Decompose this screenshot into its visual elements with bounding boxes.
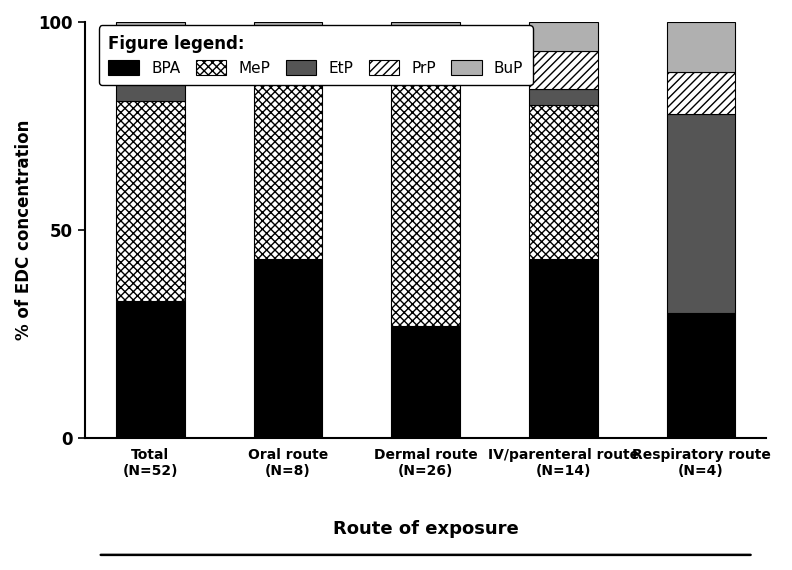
Bar	[529, 259, 598, 438]
Bar	[667, 22, 736, 72]
Bar	[391, 326, 460, 438]
Bar	[529, 105, 598, 259]
Bar	[116, 101, 185, 301]
Bar	[391, 76, 460, 326]
Bar	[529, 22, 598, 51]
Bar	[391, 30, 460, 55]
Bar	[253, 68, 322, 259]
Bar	[116, 22, 185, 43]
Bar	[667, 72, 736, 113]
Bar	[253, 35, 322, 55]
Bar	[116, 68, 185, 101]
Y-axis label: % of EDC concentration: % of EDC concentration	[15, 120, 33, 340]
Bar	[667, 314, 736, 438]
Bar	[529, 88, 598, 105]
Bar	[391, 22, 460, 30]
Bar	[116, 301, 185, 438]
X-axis label: Route of exposure: Route of exposure	[333, 520, 519, 538]
Bar	[253, 22, 322, 35]
Bar	[253, 259, 322, 438]
Legend: BPA, MeP, EtP, PrP, BuP: BPA, MeP, EtP, PrP, BuP	[99, 26, 532, 85]
Bar	[529, 51, 598, 88]
Bar	[116, 43, 185, 68]
Bar	[667, 113, 736, 314]
Bar	[253, 55, 322, 68]
Bar	[391, 55, 460, 76]
